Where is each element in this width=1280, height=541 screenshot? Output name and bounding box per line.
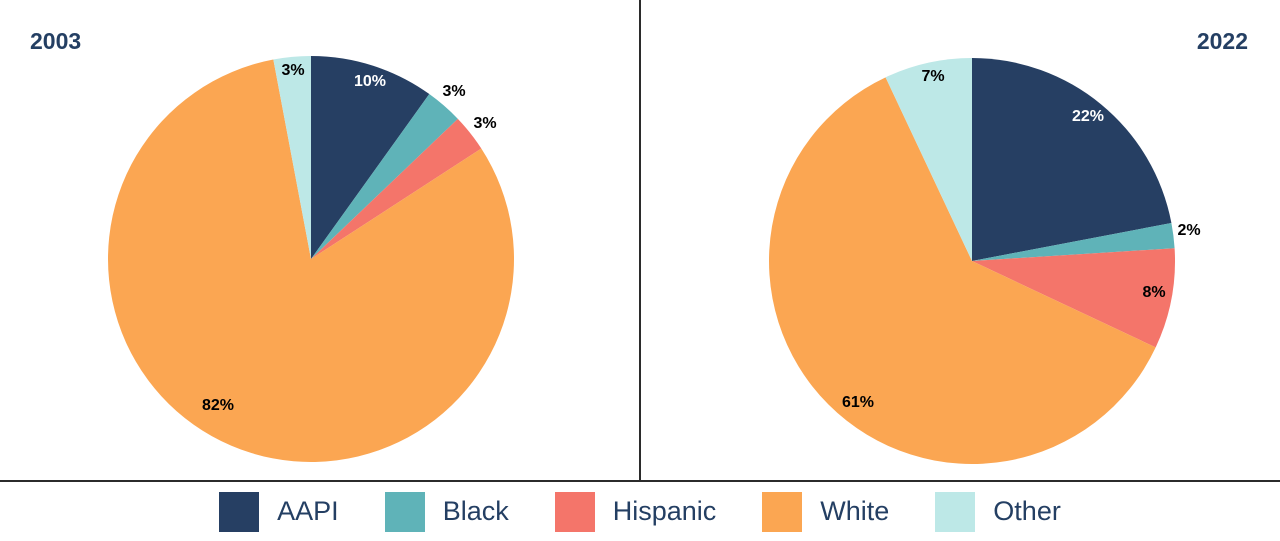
legend-swatch-black [384,491,425,532]
data-label-2003-black: 3% [442,83,465,100]
pie-slice-2003-hispanic [311,118,482,260]
pie-slice-2003-aapi [311,56,430,259]
legend-label-aapi: AAPI [277,496,339,526]
pie-2022: 22% 2% 8% 61% 7% [769,58,1201,464]
data-label-2003-white: 82% [202,397,234,414]
pie-slice-2022-black [972,222,1175,261]
legend-divider-horizontal [0,480,1280,482]
pie-2003: 10% 3% 3% 82% 3% [108,56,514,462]
legend-swatch-aapi [219,491,260,532]
legend-item-black: Black [384,491,509,532]
legend-label-black: Black [442,496,509,526]
data-label-2003-hispanic: 3% [473,115,496,132]
legend-item-aapi: AAPI [219,491,339,532]
panel-divider-vertical [639,0,641,481]
pie-slice-2003-black [311,94,458,259]
pie-slice-2022-other [885,58,972,261]
data-label-2003-aapi: 10% [354,73,386,90]
data-label-2022-black: 2% [1177,222,1200,239]
data-label-2022-other: 7% [921,68,944,85]
data-label-2022-aapi: 22% [1072,108,1104,125]
legend: AAPI Black Hispanic White Other [0,482,1280,541]
pie-charts-svg: 10% 3% 3% 82% 3% 22% 2% 8% 61% 7% [108,56,1201,464]
pie-slice-2022-white [769,77,1156,464]
pie-slice-2003-other [273,56,311,259]
data-label-2022-white: 61% [842,394,874,411]
pie-title-2022: 2022 [1196,28,1248,54]
data-label-2022-hispanic: 8% [1142,284,1165,301]
pie-title-2003: 2003 [30,28,82,54]
pie-slice-2022-hispanic [972,248,1175,348]
legend-label-other: Other [993,496,1061,526]
legend-item-hispanic: Hispanic [554,491,717,532]
legend-item-white: White [762,491,890,532]
legend-swatch-other [935,491,976,532]
legend-label-hispanic: Hispanic [612,496,717,526]
legend-label-white: White [820,496,890,526]
pie-slice-2003-white [108,59,514,462]
data-label-2003-other: 3% [281,62,304,79]
legend-swatch-white [762,491,803,532]
pie-slice-2022-aapi [972,58,1172,261]
legend-item-other: Other [935,491,1061,532]
legend-swatch-hispanic [554,491,595,532]
